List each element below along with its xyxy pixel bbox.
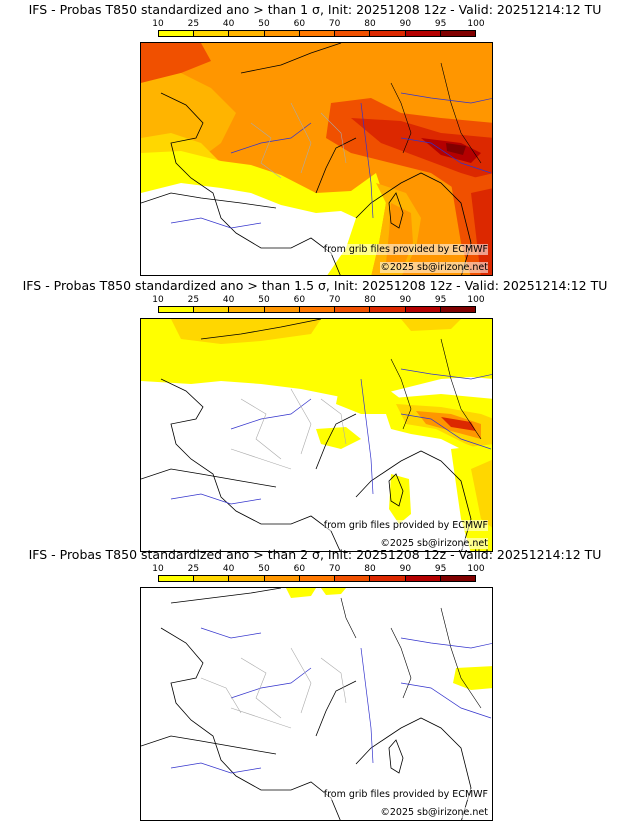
colorbar-level-label: 70 xyxy=(328,295,341,305)
colorbar-segment xyxy=(299,307,336,312)
colorbar-labels: 10 25 40 50 60 70 80 90 95 100 xyxy=(152,295,484,305)
colorbar-level-label: 10 xyxy=(152,295,164,305)
colorbar-level-label: 70 xyxy=(328,19,341,29)
colorbar-segment xyxy=(264,31,300,36)
colorbar-level-label: 60 xyxy=(293,295,306,305)
colorbar-level-label: 90 xyxy=(399,295,412,305)
colorbar-labels: 10 25 40 50 60 70 80 90 95 100 xyxy=(152,564,484,574)
forecast-panel-1: IFS - Probas T850 standardized ano > tha… xyxy=(0,2,630,278)
probability-map-1-5sigma: from grib files provided by ECMWF ©2025 … xyxy=(140,318,493,552)
colorbar-level-label: 50 xyxy=(258,295,270,305)
colorbar-level-label: 50 xyxy=(258,564,270,574)
colorbar-level-label: 40 xyxy=(222,295,235,305)
colorbar-segment xyxy=(159,31,195,36)
colorbar-segment xyxy=(194,31,230,36)
colorbar-segment xyxy=(335,31,371,36)
panel-title: IFS - Probas T850 standardized ano > tha… xyxy=(28,2,602,17)
panel-title: IFS - Probas T850 standardized ano > tha… xyxy=(22,278,608,293)
colorbar-segment xyxy=(194,307,230,312)
colorbar-level-label: 100 xyxy=(467,564,485,574)
colorbar-segment xyxy=(335,576,371,581)
colorbar xyxy=(158,306,476,313)
colorbar-segment xyxy=(405,307,441,312)
colorbar-segment xyxy=(299,576,336,581)
colorbar-level-label: 80 xyxy=(364,295,376,305)
colorbar-level-label: 50 xyxy=(258,19,270,29)
probability-map-1sigma: from grib files provided by ECMWF ©2025 … xyxy=(140,42,493,276)
map-1sigma-svg xyxy=(141,43,492,275)
copyright-credit: ©2025 sb@irizone.net xyxy=(380,807,488,818)
colorbar-segment xyxy=(405,31,441,36)
colorbar-level-label: 10 xyxy=(152,19,164,29)
colorbar-level-label: 25 xyxy=(187,19,200,29)
colorbar-segment xyxy=(229,576,265,581)
panel-title: IFS - Probas T850 standardized ano > tha… xyxy=(28,547,602,562)
forecast-panel-3: IFS - Probas T850 standardized ano > tha… xyxy=(0,547,630,823)
colorbar-level-label: 25 xyxy=(187,295,200,305)
colorbar-level-label: 95 xyxy=(434,19,447,29)
probability-map-2sigma: from grib files provided by ECMWF ©2025 … xyxy=(140,587,493,821)
colorbar-segment xyxy=(440,307,475,312)
colorbar-level-label: 80 xyxy=(364,564,376,574)
colorbar-level-label: 60 xyxy=(293,564,306,574)
data-source-credit: from grib files provided by ECMWF xyxy=(323,789,488,800)
data-source-credit: from grib files provided by ECMWF xyxy=(323,244,488,255)
colorbar-level-label: 25 xyxy=(187,564,200,574)
colorbar-level-label: 80 xyxy=(364,19,376,29)
colorbar-segment xyxy=(440,576,475,581)
colorbar-level-label: 95 xyxy=(434,564,447,574)
colorbar-level-label: 90 xyxy=(399,564,412,574)
colorbar-segment xyxy=(370,576,406,581)
colorbar-level-label: 90 xyxy=(399,19,412,29)
colorbar-level-label: 100 xyxy=(467,295,485,305)
data-source-credit: from grib files provided by ECMWF xyxy=(323,520,488,531)
colorbar-segment xyxy=(264,307,300,312)
colorbar-segment xyxy=(299,31,336,36)
colorbar-segment xyxy=(229,307,265,312)
colorbar-level-label: 40 xyxy=(222,19,235,29)
forecast-panel-2: IFS - Probas T850 standardized ano > tha… xyxy=(0,278,630,554)
colorbar-segment xyxy=(194,576,230,581)
colorbar-segment xyxy=(159,576,195,581)
colorbar-segment xyxy=(370,307,406,312)
colorbar-segment xyxy=(440,31,475,36)
copyright-credit: ©2025 sb@irizone.net xyxy=(380,538,488,549)
colorbar-level-label: 70 xyxy=(328,564,341,574)
colorbar-segment xyxy=(159,307,195,312)
colorbar-segment xyxy=(405,576,441,581)
copyright-credit: ©2025 sb@irizone.net xyxy=(380,262,488,273)
colorbar xyxy=(158,575,476,582)
map-2sigma-svg xyxy=(141,588,492,820)
colorbar-segment xyxy=(335,307,371,312)
colorbar-labels: 10 25 40 50 60 70 80 90 95 100 xyxy=(152,19,484,29)
map-1-5sigma-svg xyxy=(141,319,492,551)
colorbar-level-label: 100 xyxy=(467,19,485,29)
colorbar xyxy=(158,30,476,37)
colorbar-segment xyxy=(370,31,406,36)
colorbar-level-label: 95 xyxy=(434,295,447,305)
colorbar-level-label: 10 xyxy=(152,564,164,574)
colorbar-segment xyxy=(229,31,265,36)
colorbar-level-label: 60 xyxy=(293,19,306,29)
colorbar-segment xyxy=(264,576,300,581)
colorbar-level-label: 40 xyxy=(222,564,235,574)
